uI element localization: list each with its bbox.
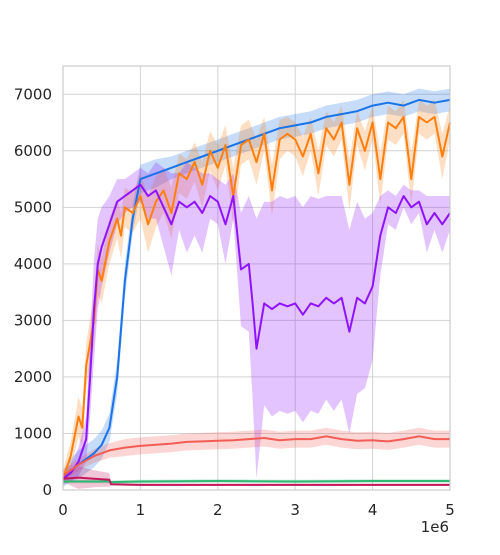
axes: 0 1 2 3 4 5 0 1000 2000 3000 4000 5000 6000 7000 — [14, 65, 455, 519]
series-line-4 — [63, 480, 450, 484]
series-band-0 — [63, 88, 450, 488]
y-tick-label-1: 1000 — [14, 424, 52, 442]
series-line-0 — [62, 98, 451, 480]
x-tick-label-3: 3 — [290, 501, 300, 519]
y-tick-label-4: 4000 — [14, 255, 52, 273]
y-tick-label-2: 2000 — [14, 368, 52, 386]
series-line-2 — [62, 183, 451, 480]
x-tick-label-2: 2 — [213, 501, 223, 519]
x-tick-label-4: 4 — [368, 501, 378, 519]
series-lines — [62, 98, 451, 486]
x-tick-label-5: 5 — [445, 501, 455, 519]
plot-frame — [62, 65, 451, 491]
x-axis-scale-label: 1e6 — [421, 518, 449, 536]
y-tick-label-0: 0 — [42, 481, 52, 499]
series-line-1 — [62, 115, 451, 480]
x-tick-label-0: 0 — [58, 501, 68, 519]
y-tick-label-6: 6000 — [14, 142, 52, 160]
series-band-2 — [63, 162, 450, 485]
y-tick-label-5: 5000 — [14, 198, 52, 216]
x-tick-label-1: 1 — [136, 501, 146, 519]
y-tick-label-7: 7000 — [14, 85, 52, 103]
series-line-3 — [62, 435, 450, 477]
series-line-5 — [62, 476, 450, 486]
y-tick-label-3: 3000 — [14, 311, 52, 329]
